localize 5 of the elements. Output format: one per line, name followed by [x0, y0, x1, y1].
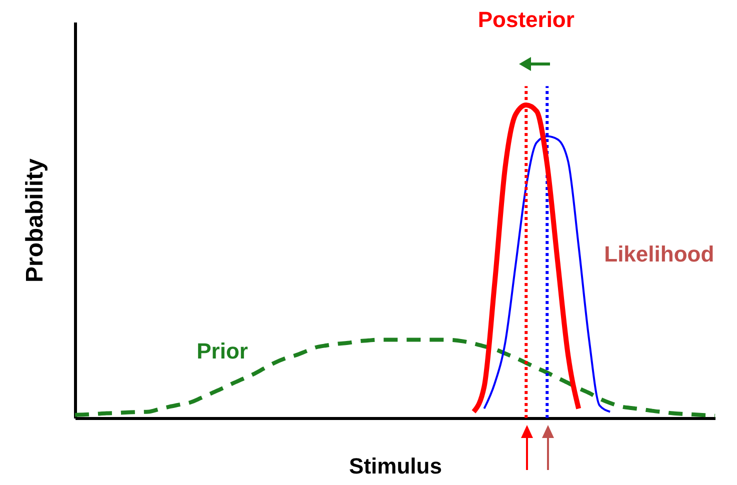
- y-axis-title: Probability: [22, 158, 48, 283]
- series-label: Likelihood: [604, 241, 714, 266]
- x-axis-title: Stimulus: [349, 454, 442, 478]
- text: Posterior: [478, 6, 575, 32]
- series-label: Prior: [196, 338, 248, 364]
